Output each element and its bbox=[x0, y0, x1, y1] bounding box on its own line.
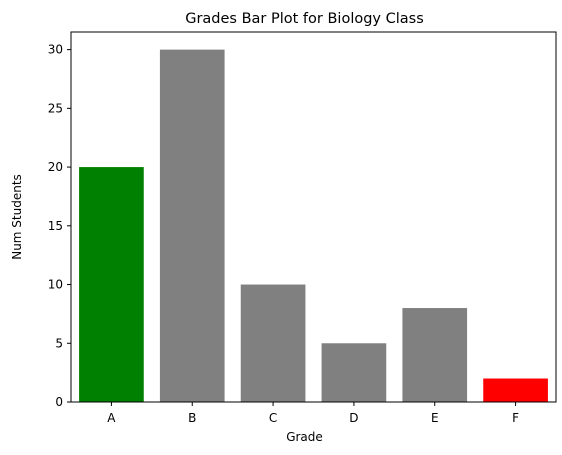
x-axis-label: Grade bbox=[286, 430, 323, 444]
bar-a bbox=[79, 167, 144, 402]
bar-b bbox=[159, 49, 225, 402]
x-tick-label: C bbox=[269, 411, 277, 425]
bar-f bbox=[483, 378, 548, 402]
x-ticks: A B C D E F bbox=[107, 402, 519, 425]
y-tick-label: 20 bbox=[48, 160, 63, 174]
bars-group bbox=[79, 49, 548, 402]
y-tick-label: 10 bbox=[48, 278, 63, 292]
bar-e bbox=[402, 308, 468, 402]
bar-d bbox=[321, 343, 387, 402]
x-tick-label: F bbox=[512, 411, 519, 425]
bar-c bbox=[240, 284, 306, 402]
y-axis-label: Num Students bbox=[10, 174, 24, 260]
x-tick-label: B bbox=[188, 411, 196, 425]
y-tick-label: 30 bbox=[48, 43, 63, 57]
y-tick-label: 15 bbox=[48, 219, 63, 233]
x-tick-label: E bbox=[431, 411, 439, 425]
plot-frame bbox=[70, 31, 557, 403]
y-ticks: 0 5 10 15 20 25 30 bbox=[48, 43, 71, 409]
y-tick-label: 5 bbox=[55, 336, 63, 350]
chart-title: Grades Bar Plot for Biology Class bbox=[185, 11, 424, 27]
x-tick-label: D bbox=[349, 411, 358, 425]
y-tick-label: 25 bbox=[48, 101, 63, 115]
x-tick-label: A bbox=[107, 411, 116, 425]
y-tick-label: 0 bbox=[55, 395, 63, 409]
